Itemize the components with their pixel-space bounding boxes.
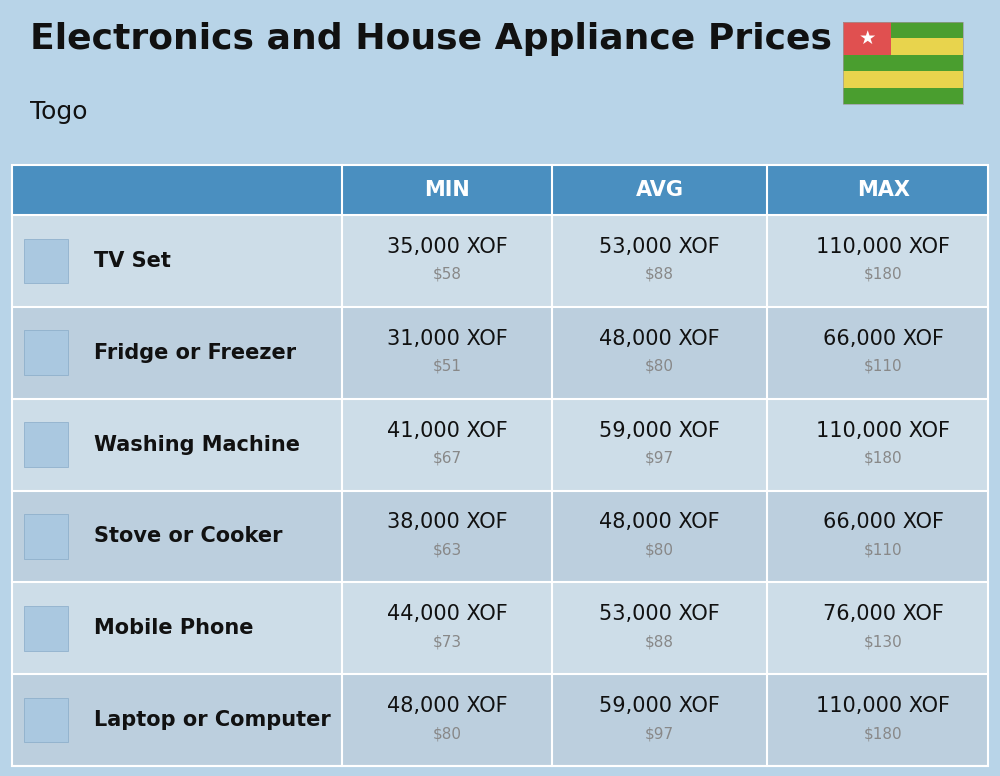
Bar [843, 22, 963, 38]
Bar [843, 22, 891, 55]
Text: $80: $80 [645, 542, 674, 557]
Text: $130: $130 [864, 634, 903, 650]
Text: $110: $110 [864, 542, 903, 557]
Text: 66,000 XOF: 66,000 XOF [823, 329, 944, 348]
Text: Laptop or Computer: Laptop or Computer [94, 710, 331, 730]
Bar [12, 399, 988, 490]
Text: $180: $180 [864, 267, 903, 282]
Text: 31,000 XOF: 31,000 XOF [387, 329, 507, 348]
Text: Togo: Togo [30, 100, 88, 124]
Bar [24, 331, 68, 375]
Text: 110,000 XOF: 110,000 XOF [816, 237, 950, 257]
Text: 35,000 XOF: 35,000 XOF [387, 237, 507, 257]
Bar [12, 674, 988, 766]
Text: 110,000 XOF: 110,000 XOF [816, 696, 950, 716]
Text: $88: $88 [645, 634, 674, 650]
Bar [24, 698, 68, 743]
Text: $97: $97 [645, 726, 674, 741]
Text: 76,000 XOF: 76,000 XOF [823, 605, 944, 624]
Text: 48,000 XOF: 48,000 XOF [387, 696, 507, 716]
Text: 59,000 XOF: 59,000 XOF [599, 421, 720, 441]
Bar [843, 38, 963, 55]
Text: 53,000 XOF: 53,000 XOF [599, 605, 720, 624]
Text: 110,000 XOF: 110,000 XOF [816, 421, 950, 441]
Text: $97: $97 [645, 451, 674, 466]
Text: 44,000 XOF: 44,000 XOF [387, 605, 507, 624]
Bar [24, 422, 68, 467]
Text: ★: ★ [858, 29, 876, 48]
Text: 66,000 XOF: 66,000 XOF [823, 512, 944, 532]
Text: $58: $58 [432, 267, 462, 282]
Bar [12, 165, 988, 215]
Bar [24, 238, 68, 283]
Text: 48,000 XOF: 48,000 XOF [599, 329, 720, 348]
Bar [12, 307, 988, 399]
Text: Washing Machine: Washing Machine [94, 435, 300, 455]
Text: 38,000 XOF: 38,000 XOF [387, 512, 507, 532]
Text: $180: $180 [864, 451, 903, 466]
Text: $51: $51 [432, 359, 462, 374]
Bar [12, 490, 988, 582]
Text: Stove or Cooker: Stove or Cooker [94, 526, 283, 546]
Bar [12, 165, 988, 766]
Text: $80: $80 [432, 726, 462, 741]
Text: Fridge or Freezer: Fridge or Freezer [94, 343, 296, 362]
Text: MIN: MIN [424, 180, 470, 200]
Text: 59,000 XOF: 59,000 XOF [599, 696, 720, 716]
Bar [843, 22, 963, 104]
Text: 41,000 XOF: 41,000 XOF [387, 421, 507, 441]
Bar [24, 514, 68, 559]
Text: Electronics and House Appliance Prices: Electronics and House Appliance Prices [30, 22, 832, 56]
Bar [12, 582, 988, 674]
Text: 53,000 XOF: 53,000 XOF [599, 237, 720, 257]
Text: 48,000 XOF: 48,000 XOF [599, 512, 720, 532]
Bar [843, 88, 963, 104]
Text: $80: $80 [645, 359, 674, 374]
Bar [12, 215, 988, 307]
Bar [0, 0, 1000, 165]
Text: $63: $63 [432, 542, 462, 557]
Bar [24, 606, 68, 650]
Bar [843, 71, 963, 88]
Text: $67: $67 [432, 451, 462, 466]
Text: TV Set: TV Set [94, 251, 171, 271]
Text: $110: $110 [864, 359, 903, 374]
Text: Mobile Phone: Mobile Phone [94, 618, 254, 638]
Text: MAX: MAX [857, 180, 910, 200]
Text: $73: $73 [432, 634, 462, 650]
Text: $88: $88 [645, 267, 674, 282]
Text: $180: $180 [864, 726, 903, 741]
Bar [843, 55, 963, 71]
Text: AVG: AVG [636, 180, 684, 200]
